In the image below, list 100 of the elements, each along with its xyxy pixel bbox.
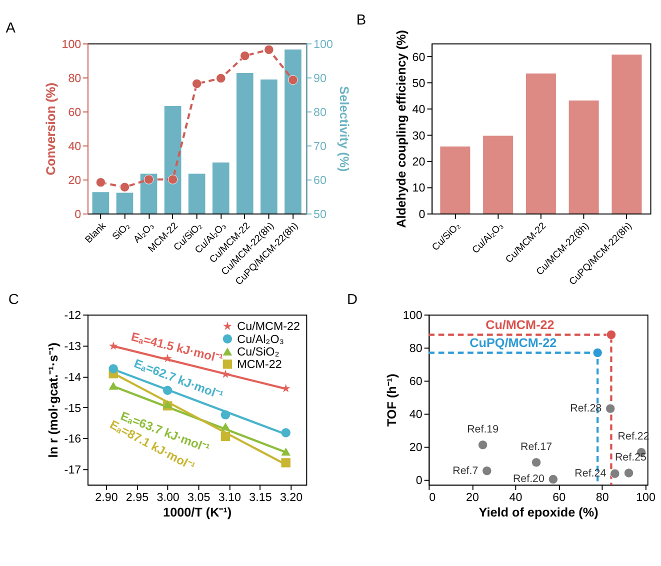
point xyxy=(108,382,118,390)
point xyxy=(144,174,154,184)
y2-tick-label: 100 xyxy=(313,38,334,51)
legend-label: MCM-22 xyxy=(237,358,282,372)
y-tick-label: 60 xyxy=(68,106,82,119)
point xyxy=(96,178,106,188)
y-tick-label: 40 xyxy=(68,140,82,153)
x-tick-label: 20 xyxy=(466,490,480,504)
point xyxy=(192,78,202,89)
x-axis-title: 1000/T (K⁻¹) xyxy=(163,505,232,520)
y-axis-title: TOF (h⁻¹) xyxy=(385,374,400,427)
y-axis-title: Aldehyde coupling efficiency (%) xyxy=(394,30,408,228)
point xyxy=(281,428,290,438)
x-tick-label: 100 xyxy=(636,490,656,504)
point xyxy=(108,342,118,350)
legend-label: Cu/MCM-22 xyxy=(237,320,300,334)
point xyxy=(220,410,230,420)
y-tick-label: -12 xyxy=(64,308,82,322)
y2-tick-label: 60 xyxy=(313,174,327,187)
point xyxy=(610,468,620,478)
x-tick-label: 2.95 xyxy=(126,490,149,504)
x-tick-label: 3.05 xyxy=(188,490,210,504)
x-tick-label: 60 xyxy=(552,490,566,504)
chart-title: B xyxy=(356,12,366,29)
y-tick-label: -16 xyxy=(64,432,82,446)
point xyxy=(624,468,634,478)
y-axis-title: Conversion (%) xyxy=(44,82,58,176)
x-tick-label: 3.00 xyxy=(156,490,180,504)
annotation: Ref.24 xyxy=(574,468,606,480)
y2-tick-label: 80 xyxy=(313,106,327,119)
point xyxy=(482,466,492,476)
point xyxy=(606,404,616,414)
y-tick-label: 100 xyxy=(62,38,82,51)
bar xyxy=(440,146,470,214)
y-tick-label: 80 xyxy=(409,342,423,356)
chart-title: D xyxy=(347,292,358,308)
point xyxy=(220,432,230,442)
y-tick-label: 50 xyxy=(412,77,426,90)
annotation: Ref.25 xyxy=(614,451,647,464)
x-tick-label: 40 xyxy=(509,490,523,504)
text: CuPQ/MCM-22 xyxy=(470,336,557,350)
chart-title: C xyxy=(8,292,19,308)
point xyxy=(592,348,602,358)
point xyxy=(162,386,172,395)
point xyxy=(216,73,226,84)
text: Cu/MCM-22 xyxy=(486,318,554,332)
point xyxy=(531,458,542,468)
x-tick-label: 3.20 xyxy=(280,490,304,504)
y-axis-title: ln r (mol·gcat.⁻¹·s⁻¹) xyxy=(46,342,61,458)
bar xyxy=(612,54,642,214)
annotation: Ref.7 xyxy=(452,464,478,477)
y-tick-label: 20 xyxy=(412,156,426,169)
point xyxy=(264,44,274,55)
point xyxy=(168,174,178,184)
y2-tick-label: 90 xyxy=(313,72,327,85)
annotation: Ref.19 xyxy=(467,423,499,436)
x-tick-label: 80 xyxy=(596,490,610,504)
bar xyxy=(568,100,599,214)
point xyxy=(548,474,558,484)
point xyxy=(606,330,616,340)
point xyxy=(288,75,298,85)
y-tick-label: 40 xyxy=(409,408,423,422)
legend-label: Cu/Al₂O₃ xyxy=(237,332,284,346)
y-tick-label: -13 xyxy=(64,340,82,353)
y-tick-label: 0 xyxy=(418,208,426,221)
y2-tick-label: 70 xyxy=(313,140,327,153)
x-tick-label: 3.15 xyxy=(249,490,272,504)
y-tick-label: -14 xyxy=(64,370,82,384)
y-tick-label: 30 xyxy=(412,129,426,142)
annotation: Ref.17 xyxy=(520,440,552,453)
y-tick-label: -15 xyxy=(64,402,82,415)
y-tick-label: 10 xyxy=(412,182,426,195)
y2-axis-title: Selectivity (%) xyxy=(336,86,351,172)
y-tick-label: 0 xyxy=(416,474,423,488)
y-tick-label: 20 xyxy=(409,441,423,454)
y2-tick-label: 50 xyxy=(313,208,327,221)
point xyxy=(281,448,290,456)
y-tick-label: 0 xyxy=(74,208,82,221)
annotation: Ref.28 xyxy=(570,402,602,414)
x-axis-title: Yield of epoxide (%) xyxy=(478,505,598,520)
point xyxy=(108,364,118,374)
bar xyxy=(483,136,514,214)
point xyxy=(220,422,230,431)
x-tick-label: 0 xyxy=(429,490,436,504)
annotation: Ref.20 xyxy=(512,473,544,486)
y-tick-label: 80 xyxy=(68,72,82,85)
chart-title: A xyxy=(6,20,16,37)
y-tick-label: 60 xyxy=(412,50,426,64)
x-tick-label: 3.10 xyxy=(218,490,242,504)
x-tick-label: 2.90 xyxy=(95,490,118,504)
point xyxy=(240,50,250,61)
point xyxy=(478,440,488,450)
point xyxy=(120,182,130,192)
y-tick-label: 100 xyxy=(402,308,423,322)
legend-label: Cu/SiO₂ xyxy=(237,345,280,358)
x-tick-label: SiO₂ xyxy=(110,220,133,243)
y-tick-label: 20 xyxy=(68,174,82,187)
point xyxy=(281,458,290,468)
y-tick-label: 60 xyxy=(409,375,423,388)
bar xyxy=(526,73,556,214)
